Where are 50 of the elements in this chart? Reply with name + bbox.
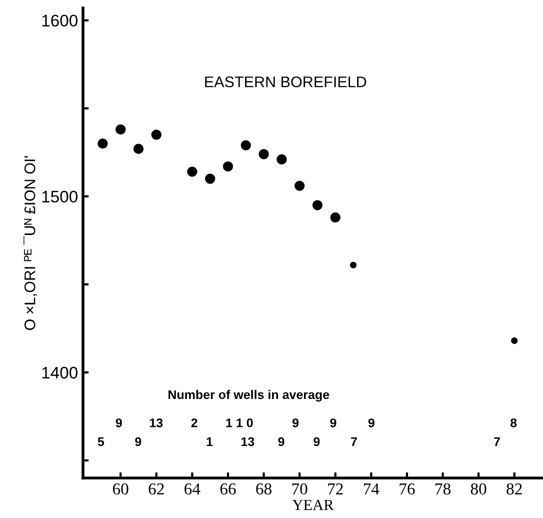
point: [276, 154, 287, 164]
annotation: 13: [150, 418, 163, 428]
point: [222, 161, 234, 172]
x-tick-label: 62: [148, 483, 164, 495]
x-tick-label: 70: [292, 483, 308, 495]
point: [312, 200, 323, 210]
annotation: 7: [351, 437, 357, 446]
annotation: 8: [510, 418, 517, 428]
x-tick-label: 80: [470, 483, 486, 495]
y-tick-label: 1600: [42, 14, 78, 27]
x-tick-label: 60: [112, 483, 128, 495]
annotation: 1 1 0: [226, 418, 253, 428]
point: [258, 149, 269, 160]
point: [294, 180, 305, 191]
x-axis-title: YEAR: [292, 500, 334, 510]
annotation: 9: [314, 437, 320, 446]
annotation: 9: [292, 418, 299, 428]
annotation: 5: [98, 437, 104, 446]
annotation: 9: [135, 437, 142, 446]
x-tick-label: 82: [506, 483, 522, 495]
point: [133, 144, 144, 154]
annotation: 9: [368, 418, 374, 428]
x-tick-label: 78: [436, 483, 450, 495]
annotation: 9: [330, 418, 336, 428]
x-tick-label: 76: [400, 483, 415, 495]
annotation: 2: [191, 418, 198, 428]
annotation: 1: [206, 437, 213, 446]
point: [151, 130, 162, 140]
text: EASTERN BOREFIELD: [205, 76, 366, 88]
point: [116, 124, 126, 135]
point: [330, 212, 340, 223]
y-tick-label: 1500: [42, 190, 78, 203]
point: [98, 138, 108, 149]
annotation: 13: [242, 437, 254, 446]
x-tick-label: 64: [184, 483, 200, 495]
annotation: 9: [116, 418, 122, 428]
x-tick-label: 66: [220, 483, 236, 495]
point: [350, 262, 357, 268]
y-axis-title: O ×L,ORI ᴾᴱ ¯Uᴺ £ION OI': [24, 156, 38, 330]
annotation: 9: [278, 437, 284, 446]
y-tick-label: 1400: [42, 366, 78, 379]
x-tick-label: 68: [256, 483, 272, 495]
point: [511, 337, 518, 344]
annotation: Number of wells in average: [168, 390, 330, 402]
annotation: 7: [494, 437, 500, 446]
point: [187, 166, 198, 177]
x-tick-label: 74: [364, 483, 380, 494]
point: [240, 140, 251, 150]
point: [204, 174, 216, 184]
x-tick-label: 72: [328, 483, 343, 494]
